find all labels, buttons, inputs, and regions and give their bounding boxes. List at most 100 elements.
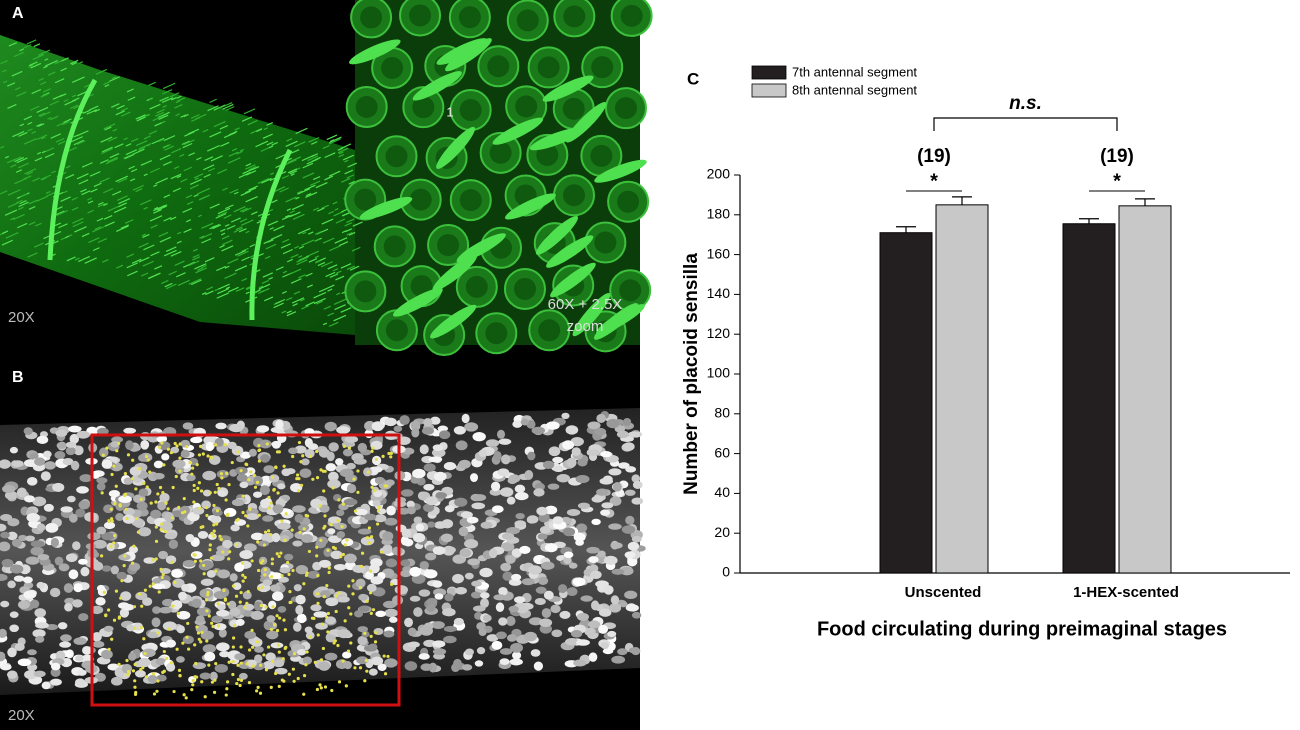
sensillum — [611, 568, 625, 575]
hair — [241, 256, 250, 262]
hair — [64, 235, 70, 239]
count-marker — [381, 454, 385, 458]
sensillum — [338, 503, 349, 511]
hair — [245, 291, 250, 295]
hair — [14, 156, 25, 163]
hair — [224, 223, 230, 227]
count-marker — [160, 441, 164, 445]
count-marker — [140, 604, 144, 608]
hair — [162, 89, 173, 95]
count-marker — [139, 625, 143, 630]
count-marker — [227, 482, 231, 487]
sensillum — [591, 495, 604, 503]
count-marker — [143, 588, 147, 592]
hair — [314, 230, 322, 235]
count-marker — [349, 641, 353, 645]
hair — [344, 222, 352, 227]
sensillum — [164, 511, 174, 522]
count-marker — [382, 654, 386, 658]
sensillum — [409, 566, 422, 577]
count-marker — [346, 649, 351, 653]
count-marker — [320, 622, 325, 626]
count-marker — [238, 683, 242, 688]
hair — [88, 237, 100, 244]
sensillum — [17, 658, 32, 667]
sensillum — [539, 526, 551, 534]
count-marker — [117, 441, 121, 446]
hair — [194, 263, 207, 270]
count-marker — [319, 686, 323, 690]
hair — [94, 108, 101, 113]
count-marker — [110, 472, 114, 477]
sensillum — [566, 508, 581, 516]
sensillum — [514, 520, 527, 528]
hair — [64, 173, 75, 179]
hair — [328, 321, 339, 327]
hair — [199, 194, 210, 201]
sensillum — [596, 488, 609, 496]
hair — [273, 225, 285, 232]
sensillum — [134, 669, 146, 678]
hair — [41, 150, 46, 154]
hair — [14, 86, 21, 91]
hair — [323, 305, 331, 310]
sensillum — [624, 551, 636, 559]
sensillum — [36, 523, 46, 532]
count-marker — [238, 600, 242, 604]
sensillum — [76, 430, 90, 439]
sensillum — [262, 660, 275, 670]
count-marker — [211, 624, 215, 629]
sensillum-core — [538, 319, 561, 342]
hair — [305, 192, 312, 197]
count-marker — [274, 465, 278, 469]
sensillum — [511, 573, 522, 581]
count-marker — [326, 548, 330, 552]
hair — [197, 267, 204, 271]
sensillum — [156, 674, 167, 682]
sensillum — [543, 590, 554, 600]
sensillum — [199, 588, 214, 599]
sensillum — [35, 635, 45, 643]
sensillum — [182, 422, 194, 430]
sensillum — [346, 462, 356, 470]
hair — [55, 137, 65, 143]
count-marker — [353, 509, 357, 513]
sensillum — [413, 607, 423, 617]
sensillum — [72, 599, 83, 608]
hair — [52, 94, 63, 100]
hair — [237, 250, 249, 257]
hair — [112, 128, 118, 132]
hair — [248, 185, 259, 191]
sensillum — [33, 670, 46, 678]
sensillum — [201, 500, 212, 509]
hair — [197, 187, 211, 195]
sensillum — [490, 481, 501, 492]
sensillum — [152, 472, 165, 480]
sensillum — [515, 513, 525, 520]
sensillum — [125, 440, 134, 450]
count-marker — [365, 536, 370, 540]
sensillum — [608, 468, 622, 476]
hair — [47, 71, 56, 76]
hair — [183, 228, 192, 234]
count-marker — [323, 469, 327, 473]
hair — [153, 208, 162, 214]
sensillum — [250, 610, 264, 620]
sensillum — [60, 634, 72, 642]
sensillum — [239, 481, 249, 489]
count-marker — [162, 649, 166, 654]
sensillum — [432, 648, 447, 656]
sensillum — [479, 567, 493, 578]
sensillum — [459, 548, 472, 558]
count-marker — [275, 552, 279, 556]
count-marker — [363, 631, 367, 635]
hair — [221, 235, 230, 240]
hair — [259, 140, 269, 146]
hair — [35, 222, 42, 227]
hair — [26, 39, 37, 45]
count-marker — [344, 684, 348, 688]
sensillum — [161, 598, 174, 607]
hair — [332, 268, 339, 272]
hair — [242, 168, 254, 175]
